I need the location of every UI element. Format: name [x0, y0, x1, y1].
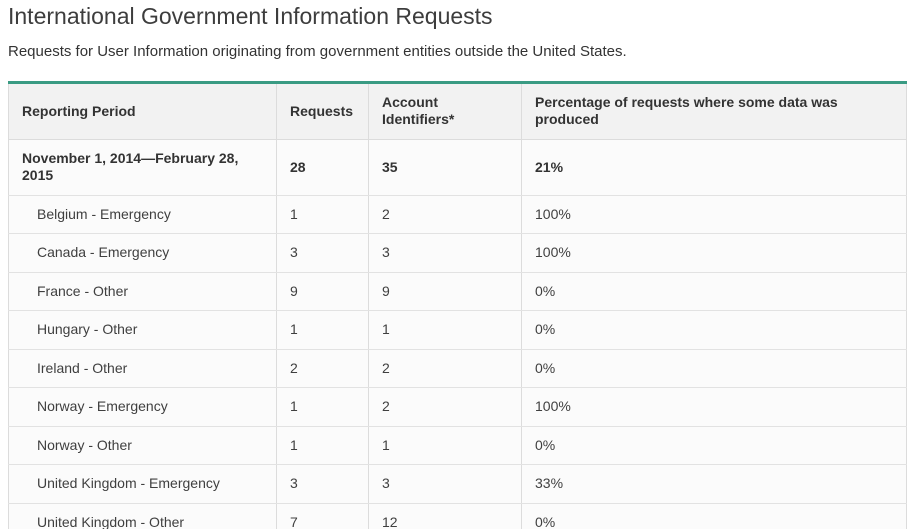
- requests-cell: 3: [276, 233, 369, 273]
- international-requests-table: Reporting Period Requests Account Identi…: [8, 80, 907, 529]
- reporting-period-cell: Norway - Emergency: [8, 387, 277, 427]
- table-row: France - Other 9 9 0%: [8, 271, 907, 312]
- percentage-cell: 100%: [521, 233, 907, 273]
- table-row: Ireland - Other 2 2 0%: [8, 348, 907, 389]
- account-identifiers-cell: 3: [368, 233, 522, 273]
- column-header-reporting-period: Reporting Period: [8, 81, 277, 140]
- table-row: Norway - Emergency 1 2 100%: [8, 387, 907, 427]
- table-row: Belgium - Emergency 1 2 100%: [8, 194, 907, 235]
- requests-cell: 1: [276, 425, 369, 466]
- percentage-cell: 21%: [521, 138, 907, 196]
- percentage-cell: 100%: [521, 194, 907, 235]
- page-subtitle: Requests for User Information originatin…: [8, 43, 627, 61]
- summary-row: November 1, 2014—February 28, 2015 28 35…: [8, 138, 907, 196]
- reporting-period-cell: Hungary - Other: [8, 310, 277, 350]
- requests-cell: 9: [276, 271, 369, 312]
- percentage-cell: 33%: [521, 464, 907, 504]
- percentage-cell: 100%: [521, 387, 907, 427]
- reporting-period-cell: Norway - Other: [8, 425, 277, 466]
- requests-cell: 1: [276, 310, 369, 350]
- account-identifiers-cell: 2: [368, 194, 522, 235]
- percentage-cell: 0%: [521, 502, 907, 529]
- table-header-row: Reporting Period Requests Account Identi…: [8, 81, 907, 140]
- column-header-percentage-produced: Percentage of requests where some data w…: [521, 81, 907, 140]
- reporting-period-cell: United Kingdom - Emergency: [8, 464, 277, 504]
- reporting-period-cell: France - Other: [8, 271, 277, 312]
- account-identifiers-cell: 35: [368, 138, 522, 196]
- table-row: Hungary - Other 1 1 0%: [8, 310, 907, 350]
- requests-cell: 1: [276, 194, 369, 235]
- account-identifiers-cell: 1: [368, 310, 522, 350]
- requests-cell: 2: [276, 348, 369, 389]
- table-row: United Kingdom - Emergency 3 3 33%: [8, 464, 907, 504]
- percentage-cell: 0%: [521, 271, 907, 312]
- account-identifiers-cell: 9: [368, 271, 522, 312]
- reporting-period-cell: November 1, 2014—February 28, 2015: [8, 138, 277, 196]
- requests-cell: 1: [276, 387, 369, 427]
- account-identifiers-cell: 1: [368, 425, 522, 466]
- reporting-period-cell: Canada - Emergency: [8, 233, 277, 273]
- percentage-cell: 0%: [521, 425, 907, 466]
- column-header-account-identifiers: Account Identifiers*: [368, 81, 522, 140]
- column-header-requests: Requests: [276, 81, 369, 140]
- table-row: United Kingdom - Other 7 12 0%: [8, 502, 907, 529]
- account-identifiers-cell: 3: [368, 464, 522, 504]
- requests-cell: 7: [276, 502, 369, 529]
- page-title: International Government Information Req…: [8, 3, 493, 29]
- requests-cell: 3: [276, 464, 369, 504]
- account-identifiers-cell: 2: [368, 348, 522, 389]
- reporting-period-cell: United Kingdom - Other: [8, 502, 277, 529]
- percentage-cell: 0%: [521, 348, 907, 389]
- reporting-period-cell: Belgium - Emergency: [8, 194, 277, 235]
- percentage-cell: 0%: [521, 310, 907, 350]
- table-row: Norway - Other 1 1 0%: [8, 425, 907, 466]
- requests-cell: 28: [276, 138, 369, 196]
- account-identifiers-cell: 12: [368, 502, 522, 529]
- reporting-period-cell: Ireland - Other: [8, 348, 277, 389]
- account-identifiers-cell: 2: [368, 387, 522, 427]
- table-row: Canada - Emergency 3 3 100%: [8, 233, 907, 273]
